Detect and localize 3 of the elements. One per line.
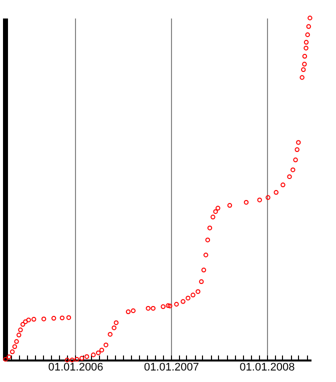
x-tick-label: 01.01.2008 <box>240 362 295 374</box>
x-tick-label: 01.01.2007 <box>144 362 200 374</box>
x-tick-label: 01.01.2006 <box>48 362 104 374</box>
